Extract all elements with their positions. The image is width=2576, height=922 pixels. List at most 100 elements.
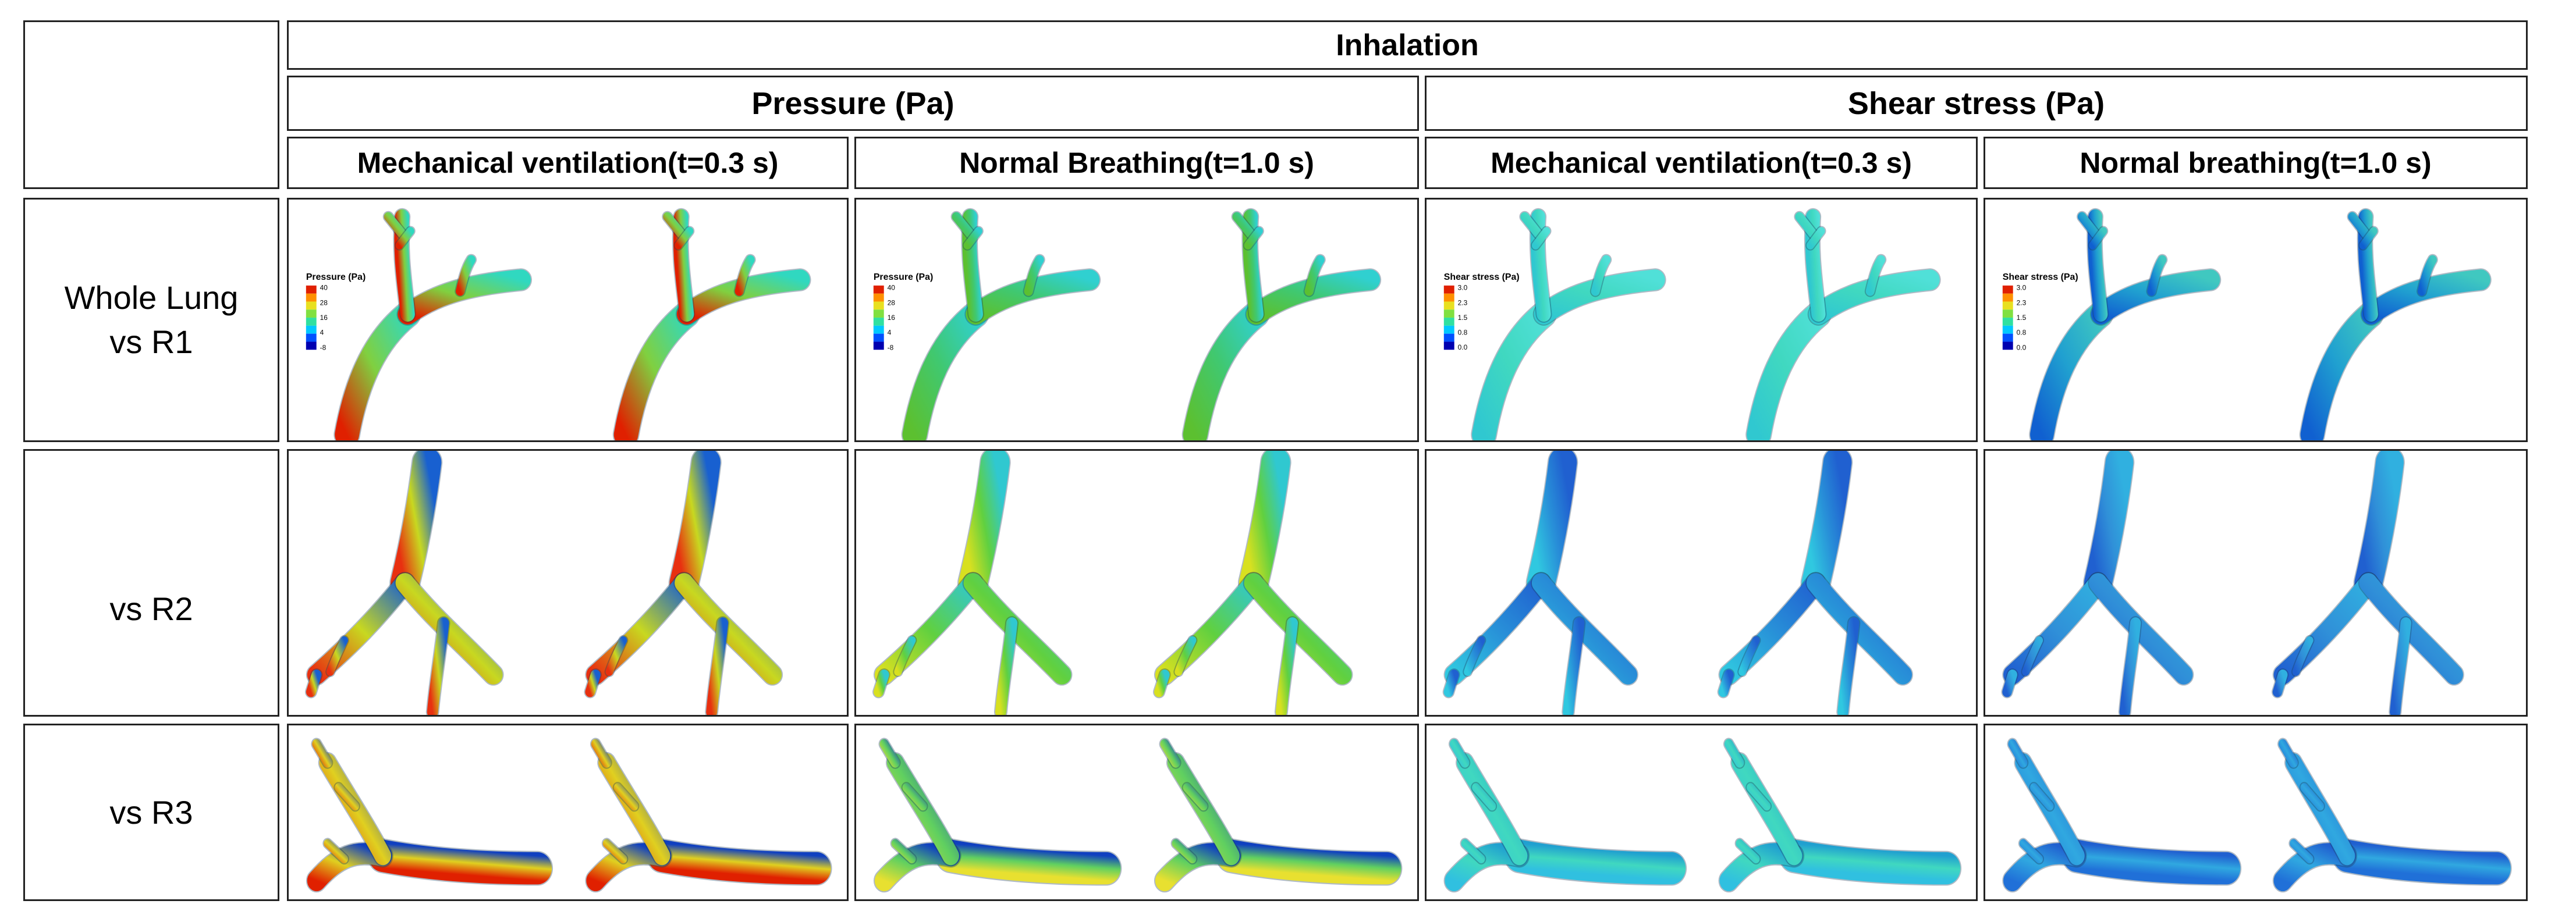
row-label-1-text: Whole Lung vs R1: [65, 276, 239, 364]
figure-cell-r3-s-mv: [1425, 724, 1978, 901]
colorbar-tick: 0.8: [2017, 329, 2027, 337]
condition-header-1: Mechanical ventilation(t=0.3 s): [287, 137, 849, 189]
colorbar-swatch: [2002, 325, 2013, 334]
colorbar-title: Shear stress (Pa): [1444, 272, 1520, 282]
colorbar-tick: 40: [888, 284, 896, 292]
colorbar-swatch: [873, 293, 884, 302]
colorbar-swatch: [306, 333, 317, 342]
airway-model-right: [585, 738, 832, 893]
colorbar-title: Shear stress (Pa): [2003, 272, 2078, 282]
colorbar-swatch: [873, 318, 884, 326]
quantity-header-pressure: Pressure (Pa): [287, 76, 1419, 131]
colorbar-tick: 3.0: [1458, 284, 1468, 292]
airway-model-left: [2029, 208, 2222, 440]
colorbar-swatch: [1443, 293, 1454, 302]
quantity-header-pressure-label: Pressure (Pa): [751, 86, 955, 121]
colorbar-swatch: [873, 333, 884, 342]
colorbar-tick: -8: [888, 343, 894, 351]
airway-model-left: [2001, 451, 2194, 715]
phase-header: Inhalation: [287, 20, 2528, 70]
airway-render-r1-s-mv: Shear stress (Pa) 3.0 2.3 1.5 0.8 0.0: [1443, 208, 1941, 440]
colorbar-legend: Pressure (Pa) 40 28 16 4 -8: [873, 272, 933, 351]
colorbar-tick: 28: [888, 298, 896, 307]
airway-render-r3-p-nb: [873, 738, 1403, 893]
colorbar-swatch: [873, 309, 884, 318]
airway-render-r2-s-mv: [1442, 451, 1913, 715]
colorbar-tick: 4: [320, 329, 324, 337]
colorbar-legend: Shear stress (Pa) 3.0 2.3 1.5 0.8 0.0: [2002, 272, 2078, 351]
airway-render-r1-s-nb: Shear stress (Pa) 3.0 2.3 1.5 0.8 0.0: [2002, 208, 2492, 440]
colorbar-swatch: [873, 325, 884, 334]
airway-model-left: [1471, 208, 1666, 440]
figure-cell-r1-s-nb: Shear stress (Pa) 3.0 2.3 1.5 0.8 0.0: [1984, 198, 2528, 442]
colorbar-tick: 4: [888, 329, 892, 337]
airway-model-left: [901, 208, 1101, 440]
colorbar-swatch: [2002, 301, 2013, 310]
row-label-1-line2: vs R1: [109, 323, 193, 360]
colorbar-swatch: [2002, 309, 2013, 318]
airway-render-r1-p-nb: Pressure (Pa) 40 28 16 4 -8: [873, 208, 1382, 440]
colorbar-swatch: [2002, 318, 2013, 326]
condition-header-2: Normal Breathing(t=1.0 s): [854, 137, 1419, 189]
colorbar-swatch: [1443, 333, 1454, 342]
row-label-3-text: vs R3: [109, 793, 193, 831]
figure-cell-r1-p-nb: Pressure (Pa) 40 28 16 4 -8: [854, 198, 1419, 442]
colorbar-swatch: [306, 301, 317, 310]
airway-model-left: [1442, 451, 1638, 715]
colorbar-swatch: [1443, 301, 1454, 310]
colorbar-swatch: [2002, 333, 2013, 342]
colorbar-tick: 1.5: [1458, 314, 1468, 322]
figure-cell-r2-s-nb: [1984, 449, 2528, 717]
colorbar-swatch: [1443, 341, 1454, 350]
colorbar-tick: -8: [320, 343, 327, 351]
colorbar-swatch: [1443, 325, 1454, 334]
figure-cell-r3-s-nb: [1984, 724, 2528, 901]
colorbar-tick: 0.8: [1458, 329, 1468, 337]
colorbar-tick: 3.0: [2017, 284, 2027, 292]
airway-model-right: [1153, 451, 1353, 715]
colorbar-tick: 2.3: [1458, 298, 1468, 307]
row-label-2-text: vs R2: [109, 590, 193, 628]
phase-header-label: Inhalation: [1336, 28, 1479, 62]
row-label-2: vs R2: [23, 449, 279, 717]
airway-render-r3-s-nb: [2002, 738, 2512, 893]
airway-render-r3-s-mv: [1443, 738, 1962, 893]
colorbar-swatch: [306, 341, 317, 350]
colorbar-swatch: [306, 309, 317, 318]
colorbar-tick: 28: [320, 298, 328, 307]
airway-model-right: [1154, 738, 1403, 893]
colorbar-swatch: [873, 341, 884, 350]
airway-render-r1-p-mv: Pressure (Pa) 40 28 16 4 -8: [306, 208, 811, 440]
colorbar-swatch: [1443, 309, 1454, 318]
condition-header-1-label: Mechanical ventilation(t=0.3 s): [357, 147, 779, 179]
airway-model-right: [2271, 451, 2464, 715]
row-label-1-line1: Whole Lung: [64, 279, 239, 316]
colorbar-swatch: [2002, 293, 2013, 302]
airway-model-left: [333, 208, 533, 440]
condition-header-4: Normal breathing(t=1.0 s): [1984, 137, 2528, 189]
colorbar-tick: 0.0: [1458, 343, 1468, 351]
colorbar-tick: 40: [320, 284, 328, 292]
condition-header-3-label: Mechanical ventilation(t=0.3 s): [1491, 147, 1912, 179]
colorbar-title: Pressure (Pa): [306, 272, 366, 282]
airway-model-left: [2002, 738, 2242, 893]
colorbar-swatch: [873, 301, 884, 310]
colorbar-legend: Pressure (Pa) 40 28 16 4 -8: [306, 272, 366, 351]
figure-cell-r2-p-mv: [287, 449, 849, 717]
colorbar-swatch: [2002, 285, 2013, 294]
airway-model-left: [873, 738, 1122, 893]
colorbar-swatch: [1443, 318, 1454, 326]
airway-model-right: [1181, 208, 1382, 440]
colorbar-tick: 0.0: [2017, 343, 2027, 351]
figure-cell-r1-p-mv: Pressure (Pa) 40 28 16 4 -8: [287, 198, 849, 442]
colorbar-swatch: [306, 325, 317, 334]
colorbar-swatch: [1443, 285, 1454, 294]
figure-cell-r3-p-nb: [854, 724, 1419, 901]
colorbar-swatch: [2002, 341, 2013, 350]
colorbar-swatch: [306, 293, 317, 302]
airway-render-r2-p-mv: [304, 451, 783, 715]
airway-model-left: [306, 738, 553, 893]
airway-model-right: [584, 451, 783, 715]
colorbar-tick: 16: [320, 314, 328, 322]
airway-render-r2-p-nb: [872, 451, 1353, 715]
